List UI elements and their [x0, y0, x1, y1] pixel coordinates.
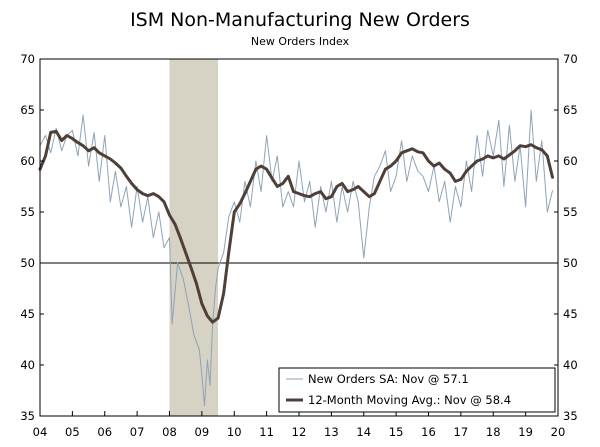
y-tick-label-left: 70: [20, 52, 35, 66]
x-tick-label: 15: [389, 425, 404, 439]
x-tick-label: 20: [551, 425, 566, 439]
x-tick-label: 18: [486, 425, 501, 439]
legend-label-moving-avg: 12-Month Moving Avg.: Nov @ 58.4: [308, 393, 511, 407]
x-tick-label: 17: [454, 425, 469, 439]
y-tick-label-right: 60: [563, 154, 578, 168]
x-tick-label: 16: [421, 425, 436, 439]
x-tick-label: 13: [324, 425, 339, 439]
x-tick-label: 07: [130, 425, 145, 439]
x-tick-label: 06: [97, 425, 112, 439]
series-layer: [38, 109, 554, 407]
recession-band: [169, 59, 219, 416]
y-tick-label-left: 60: [20, 154, 35, 168]
y-tick-label-left: 40: [20, 358, 35, 372]
series-line-monthly: [39, 109, 553, 407]
plot-frame: [39, 58, 559, 417]
series-line-moving-avg: [38, 129, 554, 324]
y-tick-label-right: 50: [563, 256, 578, 270]
y-tick-label-left: 35: [20, 409, 35, 423]
chart-title: ISM Non-Manufacturing New Orders: [130, 9, 470, 31]
x-tick-label: 19: [518, 425, 533, 439]
y-tick-label-left: 65: [20, 103, 35, 117]
x-tick-label: 14: [356, 425, 371, 439]
legend-label-monthly: New Orders SA: Nov @ 57.1: [308, 372, 469, 386]
y-tick-label-right: 70: [563, 52, 578, 66]
y-tick-label-right: 40: [563, 358, 578, 372]
y-tick-label-left: 50: [20, 256, 35, 270]
y-tick-label-right: 65: [563, 103, 578, 117]
y-tick-label-left: 55: [20, 205, 35, 219]
x-tick-label: 05: [65, 425, 80, 439]
y-tick-label-left: 45: [20, 307, 35, 321]
x-tick-label: 04: [33, 425, 48, 439]
legend-box: [278, 367, 556, 413]
y-tick-label-right: 35: [563, 409, 578, 423]
legend: New Orders SA: Nov @ 57.1 12-Month Movin…: [278, 367, 556, 413]
x-axis: 04 05 06 07 08 09 10 11 12 13 14 15 16 17 18 19 20: [33, 411, 566, 439]
x-tick-label: 11: [259, 425, 274, 439]
x-tick-label: 10: [227, 425, 242, 439]
y-axis-left: 35 40 45 50 55 60 65 70: [20, 52, 44, 423]
chart-subtitle: New Orders Index: [251, 35, 350, 48]
y-axis-right: 35 40 45 50 55 60 65 70: [554, 52, 578, 423]
y-tick-label-right: 45: [563, 307, 578, 321]
x-tick-label: 12: [292, 425, 307, 439]
y-tick-label-right: 55: [563, 205, 578, 219]
x-tick-label: 09: [195, 425, 210, 439]
x-tick-label: 08: [162, 425, 177, 439]
